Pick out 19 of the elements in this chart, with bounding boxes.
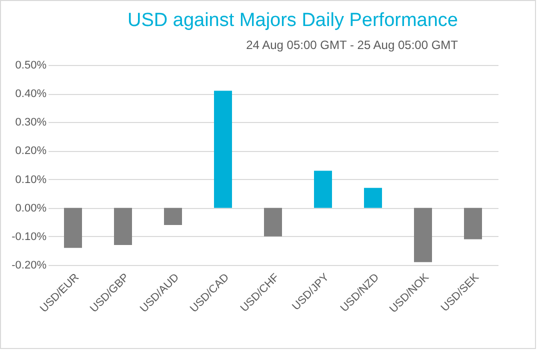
bar — [464, 208, 482, 240]
y-tick-label: -0.10% — [12, 230, 47, 243]
y-tick-label: 0.50% — [15, 60, 47, 72]
y-tick-label: 0.00% — [15, 202, 47, 214]
bar — [114, 208, 132, 245]
bar — [414, 208, 432, 262]
chart-subtitle: 24 Aug 05:00 GMT - 25 Aug 05:00 GMT — [246, 38, 459, 52]
y-tick-label: 0.10% — [15, 174, 47, 186]
chart-title: USD against Majors Daily Performance — [127, 10, 458, 31]
bar — [214, 90, 232, 208]
y-tick-label: 0.40% — [15, 88, 47, 100]
y-tick-label: -0.20% — [12, 260, 47, 272]
y-tick-label: 0.20% — [15, 145, 47, 158]
bar — [164, 208, 182, 225]
bar — [264, 208, 282, 236]
bar — [364, 188, 382, 208]
y-tick-label: 0.30% — [15, 116, 47, 129]
bar — [314, 170, 332, 208]
bar — [64, 208, 82, 248]
